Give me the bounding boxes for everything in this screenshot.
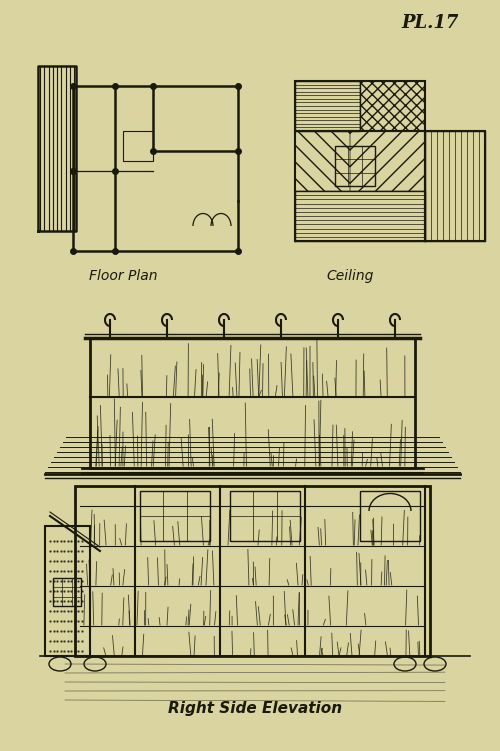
Bar: [295, 81, 425, 131]
Text: Floor Plan: Floor Plan: [89, 269, 157, 283]
Bar: [350, 131, 425, 191]
Bar: [360, 491, 420, 541]
Bar: [90, 338, 415, 468]
Bar: [335, 146, 375, 186]
Text: Right Side Elevation: Right Side Elevation: [168, 701, 342, 716]
Bar: [295, 131, 425, 241]
Text: Ceiling: Ceiling: [326, 269, 374, 283]
Bar: [425, 131, 485, 241]
Bar: [230, 491, 300, 541]
Bar: [123, 131, 153, 161]
Bar: [360, 81, 425, 131]
Bar: [53, 578, 81, 606]
Bar: [295, 131, 350, 191]
Bar: [45, 526, 90, 656]
Bar: [75, 486, 430, 656]
Text: PL.17: PL.17: [402, 14, 458, 32]
Bar: [140, 491, 210, 541]
